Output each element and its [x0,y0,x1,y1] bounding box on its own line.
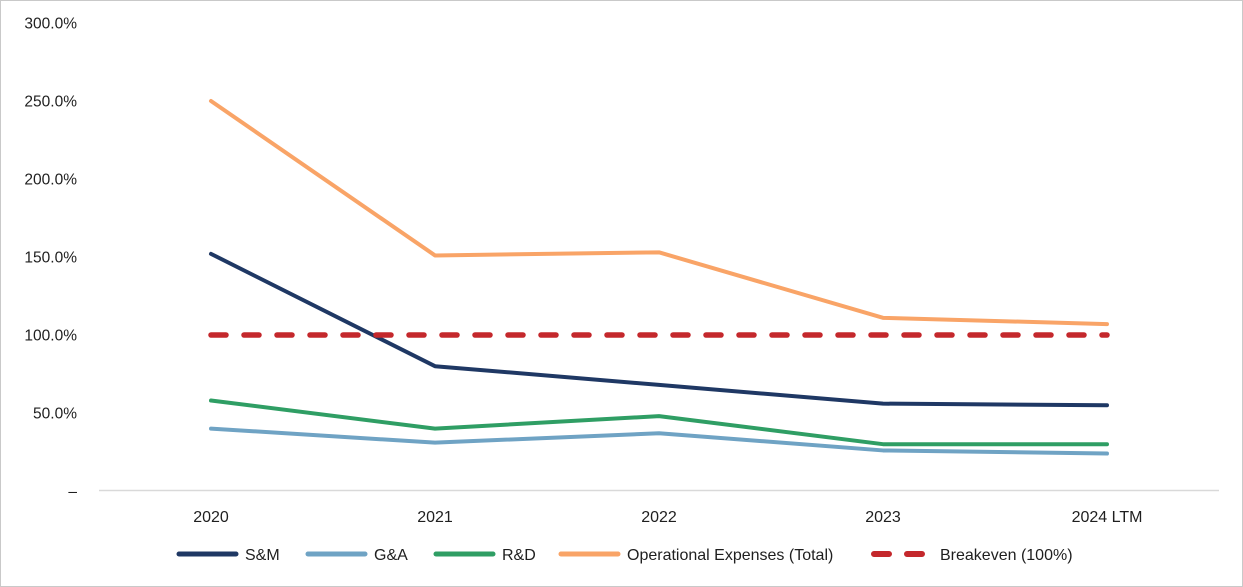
y-axis-tick-label: 100.0% [24,328,77,345]
series-line-s-m [209,251,1109,408]
legend-item-operational-expenses-total: Operational Expenses (Total) [558,547,833,564]
y-axis-tick-label: 300.0% [24,16,77,33]
legend-label-breakeven-100: Breakeven (100%) [940,547,1073,564]
legend-item-breakeven-100: Breakeven (100%) [871,547,1073,564]
legend-item-s-m: S&M [176,547,280,564]
legend-label-s-m: S&M [245,547,280,564]
y-axis-tick-label: 200.0% [24,172,77,189]
x-axis-label: 2024 LTM [1072,509,1143,526]
legend-label-operational-expenses-total: Operational Expenses (Total) [627,547,833,564]
legend-label-r-d: R&D [502,547,536,564]
x-axis-label: 2021 [417,509,453,526]
series-line-g-a [209,426,1109,456]
x-axis-label: 2022 [641,509,677,526]
legend-item-r-d: R&D [433,547,536,564]
y-axis-tick-label: 50.0% [33,406,77,423]
y-axis-tick-label: 150.0% [24,250,77,267]
series-line-operational-expenses-total [209,99,1109,327]
y-axis-tick-label: – [68,484,77,501]
series-line-r-d [209,398,1109,447]
legend-label-g-a: G&A [374,547,408,564]
x-axis-label: 2020 [193,509,229,526]
x-axis-label: 2023 [865,509,901,526]
legend-item-g-a: G&A [305,547,408,564]
y-axis-tick-label: 250.0% [24,94,77,111]
